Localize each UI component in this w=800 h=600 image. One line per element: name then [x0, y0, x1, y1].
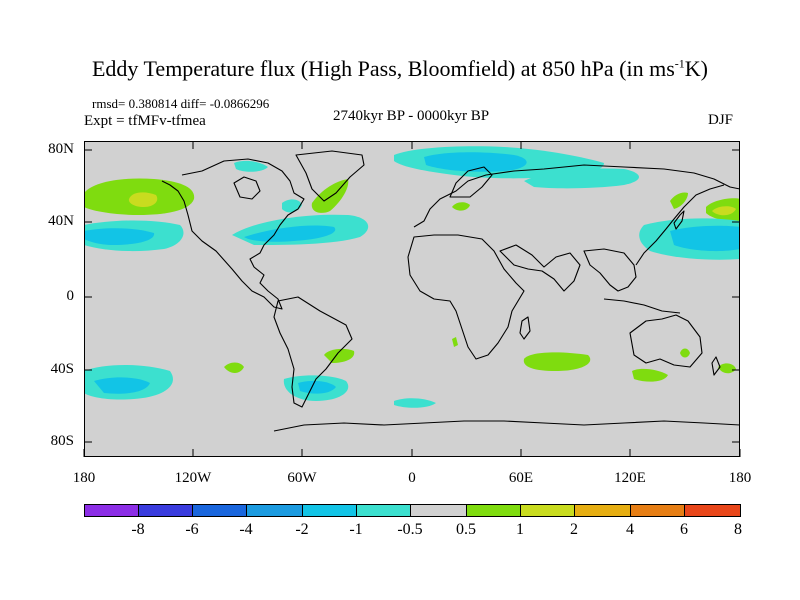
colorbar-box-2 [192, 504, 247, 517]
season-label: DJF [708, 112, 734, 128]
period-label: 2740kyr BP - 0000kyr BP [332, 108, 490, 124]
y-label-80n: 80N [48, 141, 74, 157]
north-america-coast [161, 158, 305, 310]
y-ticks [84, 149, 740, 443]
experiment-label: Expt = tfMFv-tfmea [84, 113, 206, 129]
colorbar [84, 504, 741, 517]
siberia-negative [524, 168, 639, 189]
plot-title: Eddy Temperature flux (High Pass, Bloomf… [91, 56, 708, 81]
colorbar-label-1: -6 [185, 521, 199, 538]
nw-pacific-negative-core [670, 225, 740, 252]
south-pacific-positive [224, 362, 244, 373]
colorbar-box-7 [466, 504, 521, 517]
se-asia [583, 248, 637, 292]
x-label-0: 0 [408, 470, 416, 486]
colorbar-box-11 [684, 504, 741, 517]
new-zealand [711, 356, 721, 376]
colorbar-label-5: -0.5 [397, 521, 423, 538]
colorbar-box-10 [630, 504, 685, 517]
arabia-india [499, 244, 581, 292]
south-indian-positive [523, 352, 591, 371]
ne-pacific-edge-positive-core [712, 206, 736, 216]
australia-south-positive [632, 368, 668, 382]
colorbar-box-5 [356, 504, 411, 517]
south-america-coast [273, 296, 353, 408]
greenland [295, 150, 365, 202]
australia-coast [629, 314, 703, 368]
colorbar-box-9 [574, 504, 631, 517]
north-pacific-positive-core [128, 192, 158, 207]
north-pacific-negative-core [84, 228, 155, 245]
colorbar-label-6: 0.5 [456, 521, 476, 538]
colorbar-label-8: 2 [570, 521, 578, 538]
x-ticks [83, 141, 741, 457]
nz-positive [680, 348, 690, 358]
south-atlantic-positive [324, 348, 355, 363]
indonesia [603, 298, 681, 314]
south-atlantic-negative [394, 398, 436, 408]
colorbar-box-8 [520, 504, 575, 517]
coastlines [161, 150, 740, 432]
y-label-0: 0 [66, 288, 75, 304]
hudson-negative [234, 160, 268, 172]
stats-line: rmsd= 0.380814 diff= -0.0866296 [92, 96, 270, 111]
arctic-negative-core [424, 152, 527, 172]
madagascar-positive [452, 337, 458, 347]
colorbar-label-0: -8 [131, 521, 145, 538]
drake-negative-core [298, 380, 336, 394]
x-label-120e: 120E [614, 470, 646, 486]
colorbar-box-4 [302, 504, 357, 517]
colorbar-label-11: 8 [734, 521, 742, 538]
madagascar [519, 316, 531, 340]
africa-coast [407, 234, 525, 360]
x-label-180e: 180 [728, 470, 752, 486]
south-pacific-negative-core [94, 377, 150, 394]
europe-positive [452, 202, 470, 211]
antarctica-coast [273, 420, 740, 432]
y-label-80s: 80S [50, 433, 74, 449]
colorbar-label-4: -1 [349, 521, 363, 538]
negative-anomaly-regions [84, 146, 740, 408]
colorbar-label-3: -2 [295, 521, 309, 538]
map-svg [84, 141, 740, 457]
colorbar-label-9: 4 [626, 521, 634, 538]
japan [673, 210, 685, 230]
colorbar-label-7: 1 [516, 521, 524, 538]
y-label-40s: 40S [50, 361, 74, 377]
colorbar-box-6 [410, 504, 467, 517]
east-asia-coast [635, 184, 725, 266]
y-label-40n: 40N [48, 213, 74, 229]
colorbar-label-2: -4 [239, 521, 253, 538]
europe-asia-coast [413, 164, 740, 228]
map-panel [84, 141, 740, 457]
north-atlantic-positive [311, 179, 349, 213]
x-label-60w: 60W [287, 470, 317, 486]
colorbar-box-3 [246, 504, 303, 517]
hudson-bay [233, 176, 261, 200]
positive-anomaly-regions [84, 178, 740, 382]
nw-pacific-positive [670, 192, 688, 209]
x-label-60e: 60E [508, 470, 534, 486]
north-atlantic-negative-core [244, 225, 336, 242]
colorbar-box-1 [138, 504, 193, 517]
x-label-120w: 120W [174, 470, 212, 486]
scandinavia [449, 166, 493, 198]
x-label-180w: 180 [72, 470, 96, 486]
colorbar-label-10: 6 [680, 521, 688, 538]
east-pacific-positive [718, 363, 736, 374]
colorbar-box-0 [84, 504, 139, 517]
